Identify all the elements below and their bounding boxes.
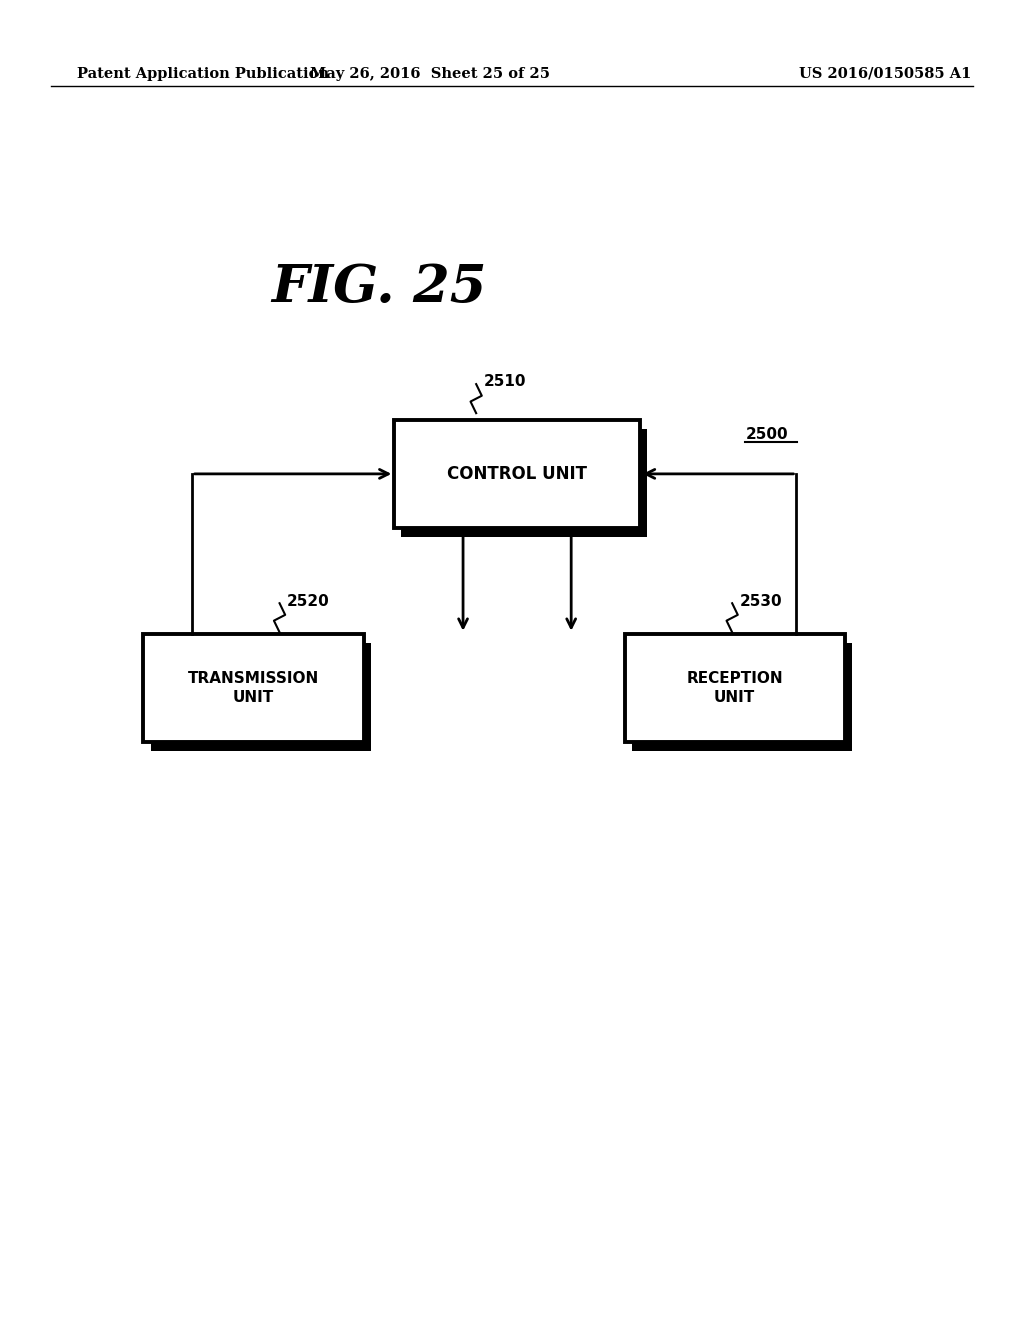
Bar	[625, 634, 845, 742]
Text: US 2016/0150585 A1: US 2016/0150585 A1	[799, 67, 971, 81]
Text: FIG. 25: FIG. 25	[271, 263, 486, 313]
Text: RECEPTION
UNIT: RECEPTION UNIT	[686, 671, 783, 705]
Text: May 26, 2016  Sheet 25 of 25: May 26, 2016 Sheet 25 of 25	[310, 67, 550, 81]
Text: 2520: 2520	[287, 594, 330, 609]
Text: 2500: 2500	[745, 428, 788, 442]
Text: TRANSMISSION
UNIT: TRANSMISSION UNIT	[187, 671, 319, 705]
Bar	[632, 643, 852, 751]
Bar	[401, 429, 647, 537]
Text: 2510: 2510	[483, 375, 526, 389]
Bar	[143, 634, 364, 742]
Text: Patent Application Publication: Patent Application Publication	[77, 67, 329, 81]
Bar	[394, 420, 640, 528]
Bar	[151, 643, 371, 751]
Text: CONTROL UNIT: CONTROL UNIT	[447, 465, 587, 483]
Text: 2530: 2530	[739, 594, 782, 609]
